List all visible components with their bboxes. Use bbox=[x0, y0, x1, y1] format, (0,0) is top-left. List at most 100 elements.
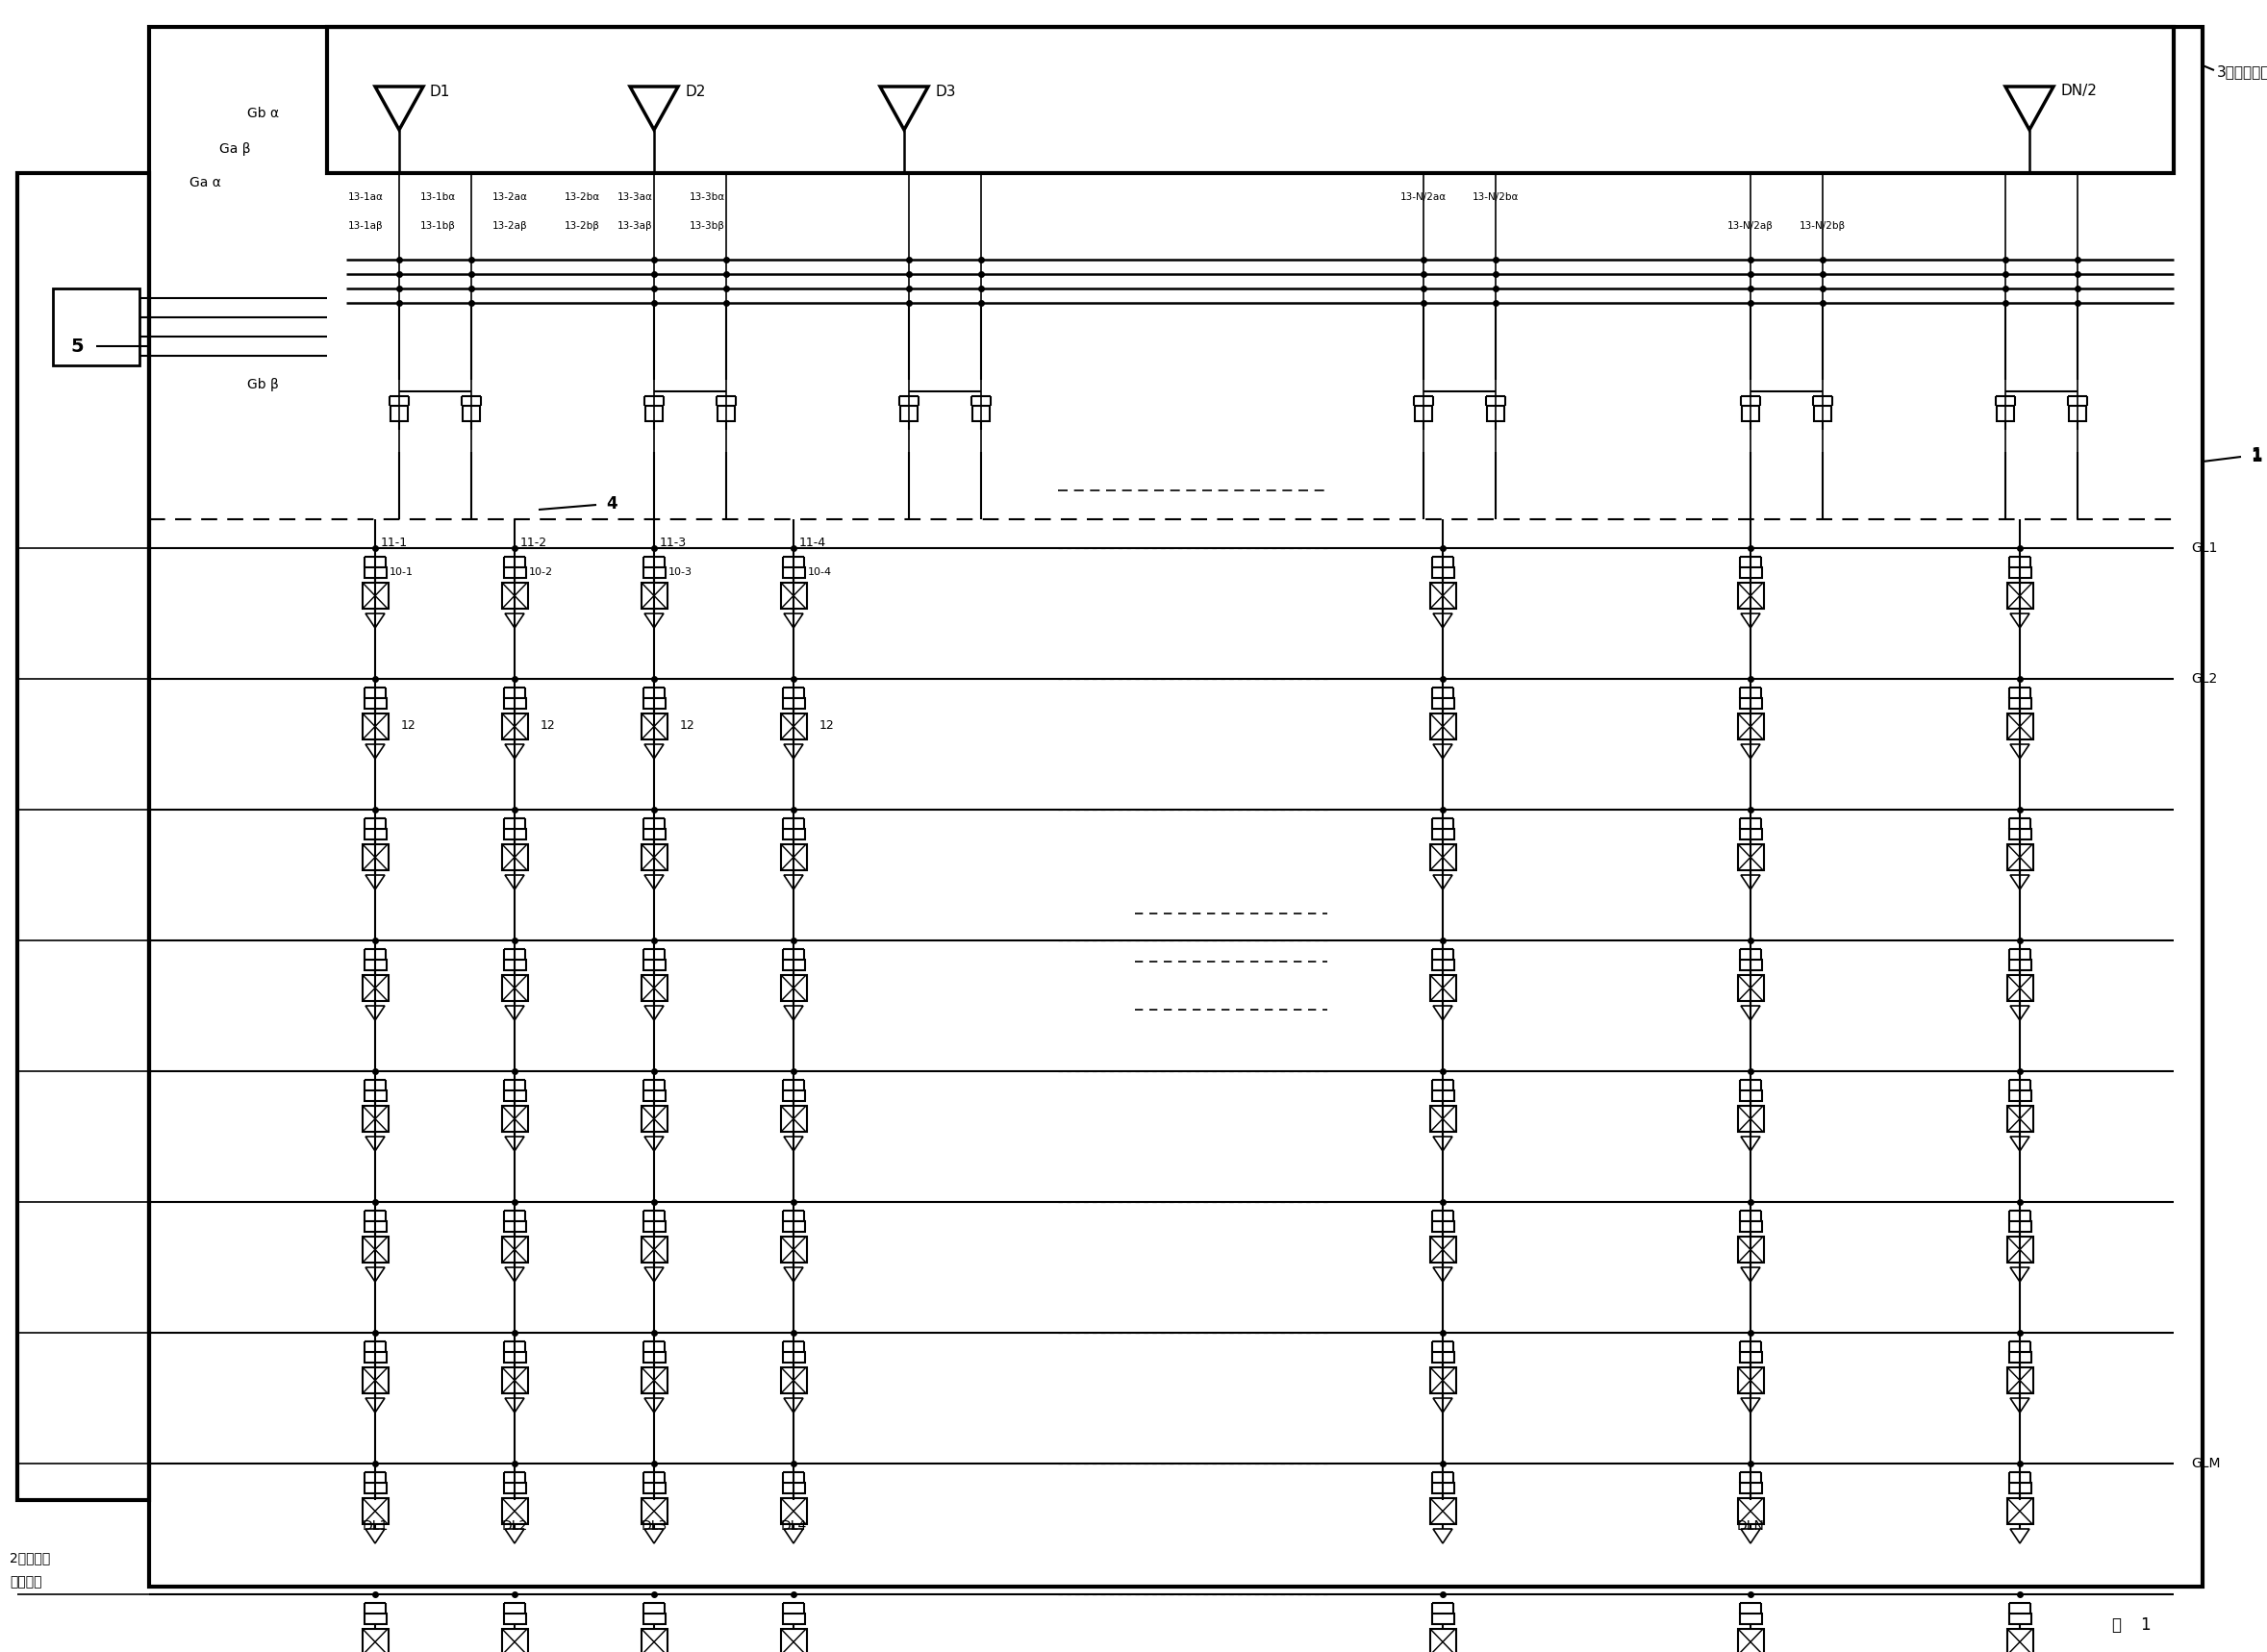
Bar bbox=[503, 1090, 526, 1100]
Bar bbox=[1415, 406, 1433, 421]
Text: 13-2aα: 13-2aα bbox=[492, 192, 528, 202]
Bar bbox=[1739, 1629, 1764, 1652]
Bar bbox=[1433, 1483, 1453, 1493]
Bar bbox=[52, 289, 141, 365]
Bar bbox=[365, 1221, 388, 1232]
Text: 3：数据线驱动电路: 3：数据线驱动电路 bbox=[2217, 64, 2267, 79]
Bar bbox=[782, 583, 807, 608]
Bar bbox=[644, 1483, 666, 1493]
Bar bbox=[1433, 1090, 1453, 1100]
Bar bbox=[1739, 844, 1764, 871]
Bar bbox=[1430, 1105, 1455, 1132]
Bar bbox=[782, 829, 805, 839]
Bar bbox=[782, 1629, 807, 1652]
Bar bbox=[642, 714, 666, 740]
Bar bbox=[1430, 1368, 1455, 1393]
Bar bbox=[2006, 583, 2033, 608]
Bar bbox=[1433, 699, 1453, 709]
Text: 图: 图 bbox=[2111, 1616, 2122, 1634]
Text: 10-3: 10-3 bbox=[669, 567, 691, 577]
Bar bbox=[363, 1498, 388, 1525]
Bar bbox=[973, 406, 991, 421]
Bar bbox=[1741, 406, 1759, 421]
Bar bbox=[1741, 1614, 1761, 1624]
Bar bbox=[2006, 1368, 2033, 1393]
Bar bbox=[1741, 1090, 1761, 1100]
Bar bbox=[782, 1237, 807, 1262]
Bar bbox=[1741, 1483, 1761, 1493]
Bar bbox=[365, 567, 388, 578]
Bar bbox=[1433, 1221, 1453, 1232]
Text: Gb β: Gb β bbox=[247, 378, 279, 392]
Bar bbox=[644, 567, 666, 578]
Bar bbox=[644, 1221, 666, 1232]
Bar bbox=[18, 173, 150, 1500]
Text: DLN: DLN bbox=[1737, 1520, 1764, 1533]
Bar bbox=[363, 714, 388, 740]
Bar bbox=[501, 714, 528, 740]
Text: 13-2bα: 13-2bα bbox=[564, 192, 601, 202]
Text: 13-N/2aβ: 13-N/2aβ bbox=[1727, 221, 1773, 231]
Text: 1: 1 bbox=[2251, 446, 2262, 464]
Bar bbox=[503, 1614, 526, 1624]
Bar bbox=[2006, 714, 2033, 740]
Text: DL1: DL1 bbox=[363, 1520, 388, 1533]
Bar bbox=[1430, 1498, 1455, 1525]
Bar bbox=[1741, 1351, 1761, 1363]
Bar bbox=[501, 1629, 528, 1652]
Bar bbox=[363, 1629, 388, 1652]
Text: DL4: DL4 bbox=[780, 1520, 807, 1533]
Bar bbox=[1487, 406, 1505, 421]
Bar bbox=[782, 699, 805, 709]
Bar bbox=[363, 975, 388, 1001]
Text: 13-N/2bβ: 13-N/2bβ bbox=[1800, 221, 1845, 231]
Bar bbox=[365, 699, 388, 709]
Bar bbox=[462, 406, 481, 421]
Bar bbox=[782, 1614, 805, 1624]
Bar bbox=[363, 1237, 388, 1262]
Text: D3: D3 bbox=[934, 84, 957, 99]
Bar bbox=[1741, 567, 1761, 578]
Text: 12: 12 bbox=[540, 720, 555, 732]
Bar bbox=[2006, 844, 2033, 871]
Bar bbox=[782, 1090, 805, 1100]
Bar bbox=[2009, 1614, 2031, 1624]
Bar bbox=[501, 1237, 528, 1262]
Text: 13-3aβ: 13-3aβ bbox=[617, 221, 653, 231]
Bar bbox=[1433, 960, 1453, 970]
Bar bbox=[1433, 829, 1453, 839]
Bar bbox=[782, 1221, 805, 1232]
Bar bbox=[644, 960, 666, 970]
Bar bbox=[501, 844, 528, 871]
Bar bbox=[501, 975, 528, 1001]
Text: 13-N/2bα: 13-N/2bα bbox=[1471, 192, 1519, 202]
Bar bbox=[782, 1498, 807, 1525]
Bar bbox=[2006, 1105, 2033, 1132]
Text: 13-3bβ: 13-3bβ bbox=[689, 221, 725, 231]
Bar bbox=[501, 583, 528, 608]
Bar bbox=[644, 1614, 666, 1624]
Bar bbox=[782, 714, 807, 740]
Bar bbox=[1739, 1368, 1764, 1393]
Text: D2: D2 bbox=[685, 84, 705, 99]
Text: 2：栅极线: 2：栅极线 bbox=[9, 1551, 50, 1564]
Bar bbox=[1997, 406, 2013, 421]
Text: 13-2bβ: 13-2bβ bbox=[564, 221, 601, 231]
Bar bbox=[1430, 714, 1455, 740]
Bar bbox=[1433, 567, 1453, 578]
Bar bbox=[782, 1351, 805, 1363]
Bar bbox=[1430, 975, 1455, 1001]
Bar bbox=[503, 1483, 526, 1493]
Bar bbox=[1433, 1351, 1453, 1363]
Bar bbox=[782, 844, 807, 871]
Text: 10-4: 10-4 bbox=[807, 567, 832, 577]
Bar bbox=[782, 567, 805, 578]
Text: Ga α: Ga α bbox=[190, 177, 222, 190]
Bar bbox=[501, 1498, 528, 1525]
Bar bbox=[1741, 960, 1761, 970]
Bar bbox=[642, 844, 666, 871]
Bar bbox=[503, 699, 526, 709]
Text: 1: 1 bbox=[2251, 448, 2262, 466]
Text: 13-3bα: 13-3bα bbox=[689, 192, 725, 202]
Bar bbox=[782, 1483, 805, 1493]
